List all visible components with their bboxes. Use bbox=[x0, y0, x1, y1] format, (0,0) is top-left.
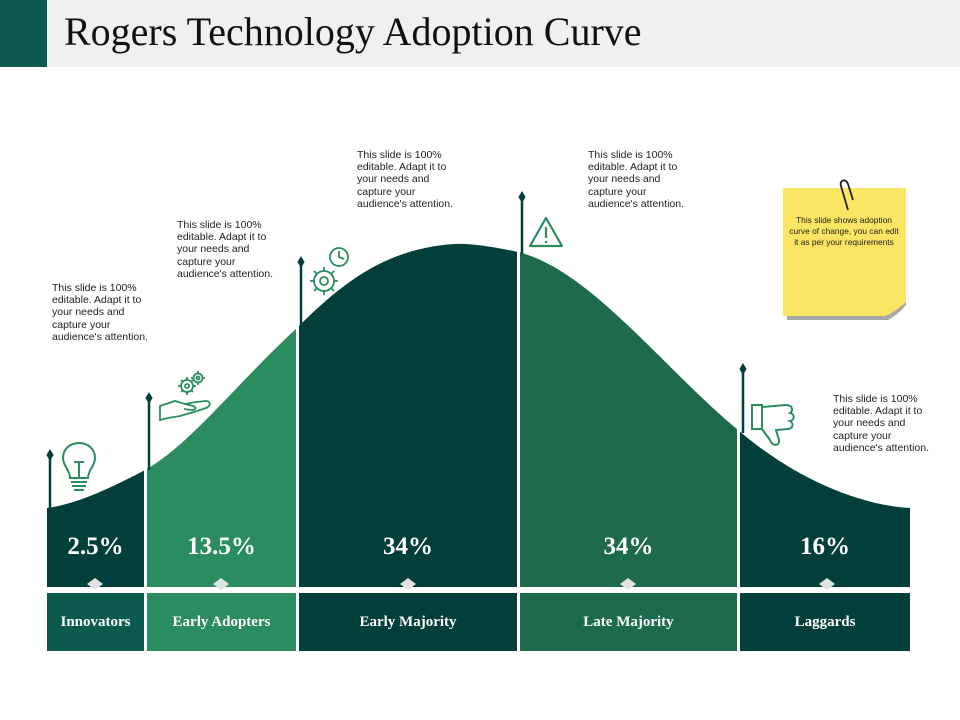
marker-laggards bbox=[819, 578, 835, 590]
description-laggards: This slide is 100% editable. Adapt it to… bbox=[833, 393, 929, 454]
label-box-early-majority bbox=[299, 593, 517, 651]
label-box-innovators bbox=[47, 593, 144, 651]
description-early-adopters: This slide is 100% editable. Adapt it to… bbox=[177, 219, 273, 280]
label-late-majority: Late Majority bbox=[583, 613, 674, 630]
sticky-note-text: This slide shows adoption curve of chang… bbox=[789, 215, 899, 247]
label-laggards: Laggards bbox=[794, 613, 856, 630]
label-box-laggards bbox=[740, 593, 910, 651]
label-early-majority: Early Majority bbox=[359, 613, 457, 630]
label-box-late-majority bbox=[520, 593, 737, 651]
pointer-head-laggards bbox=[739, 363, 747, 375]
percent-early-adopters: 13.5% bbox=[187, 533, 256, 560]
paperclip-icon bbox=[839, 179, 854, 211]
pointer-head-innovators bbox=[46, 449, 54, 461]
label-box-early-adopters bbox=[147, 593, 296, 651]
description-late-majority: This slide is 100% editable. Adapt it to… bbox=[588, 149, 684, 210]
segment-band-early-majority bbox=[299, 243, 517, 587]
label-early-adopters: Early Adopters bbox=[172, 613, 271, 630]
title-accent bbox=[0, 0, 47, 67]
percent-early-majority: 34% bbox=[383, 533, 433, 560]
title-bar bbox=[0, 0, 960, 67]
gear-clock-icon bbox=[310, 247, 349, 295]
marker-early-adopters bbox=[213, 578, 229, 590]
pointer-lines bbox=[46, 191, 747, 510]
description-early-majority: This slide is 100% editable. Adapt it to… bbox=[357, 149, 453, 210]
lightbulb-icon bbox=[61, 441, 97, 491]
marker-late-majority bbox=[620, 578, 636, 590]
pointer-head-late-majority bbox=[518, 191, 526, 203]
thumbs-down-icon bbox=[751, 403, 795, 446]
label-innovators: Innovators bbox=[60, 613, 131, 630]
marker-early-majority bbox=[400, 578, 416, 590]
percent-innovators: 2.5% bbox=[67, 533, 124, 560]
sticky-note bbox=[783, 188, 906, 320]
page-title: Rogers Technology Adoption Curve bbox=[64, 9, 642, 54]
percent-late-majority: 34% bbox=[603, 533, 654, 560]
segment-markers bbox=[87, 578, 835, 590]
warning-icon bbox=[528, 216, 564, 248]
pointer-head-early-majority bbox=[297, 256, 305, 268]
percent-laggards: 16% bbox=[800, 533, 850, 560]
pointer-head-early-adopters bbox=[145, 392, 153, 404]
hand-gears-icon bbox=[159, 371, 211, 422]
marker-innovators bbox=[87, 578, 103, 590]
description-innovators: This slide is 100% editable. Adapt it to… bbox=[52, 282, 148, 343]
